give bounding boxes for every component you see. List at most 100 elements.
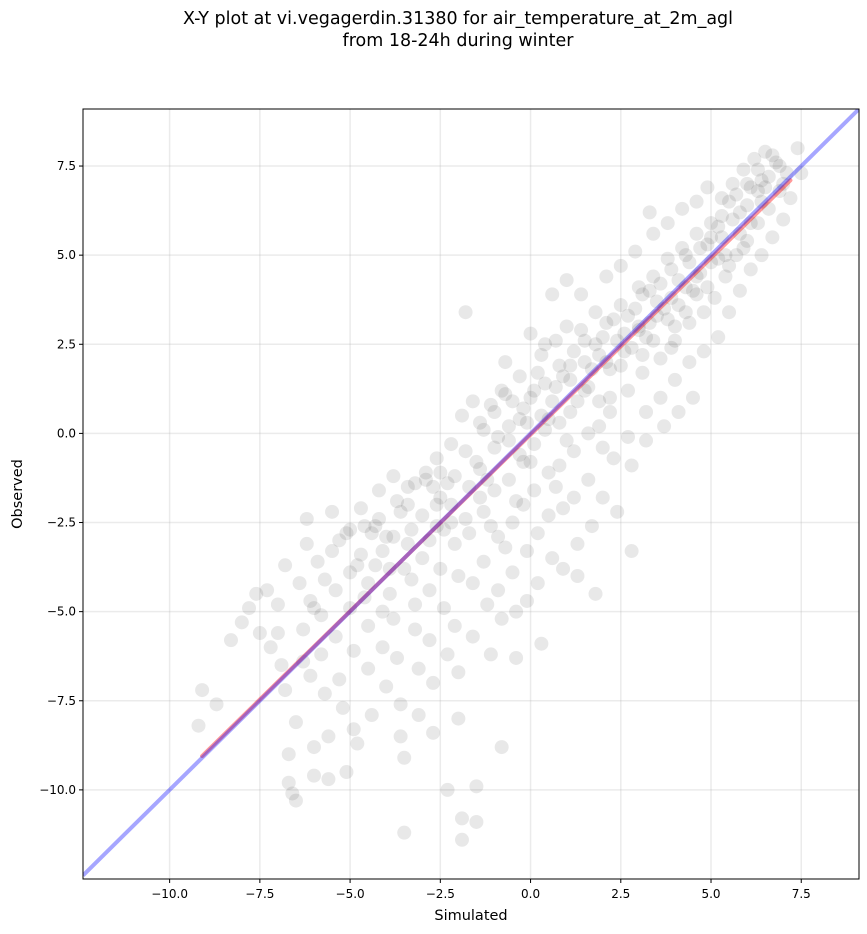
data-point [776, 176, 791, 191]
data-point [653, 351, 668, 366]
data-point [350, 558, 365, 573]
data-point [436, 601, 451, 616]
data-point [469, 779, 484, 794]
data-point [595, 440, 610, 455]
data-point [429, 451, 444, 466]
data-point [444, 497, 459, 512]
y-tick-label: 0.0 [57, 426, 76, 440]
data-point [501, 419, 516, 434]
data-point [527, 383, 542, 398]
data-point [693, 265, 708, 280]
data-point [606, 451, 621, 466]
data-point [714, 208, 729, 223]
data-point [700, 180, 715, 195]
data-point [725, 212, 740, 227]
data-point [556, 501, 571, 516]
data-point [263, 640, 278, 655]
data-point [498, 540, 513, 555]
data-point [368, 558, 383, 573]
data-point [382, 586, 397, 601]
data-point [574, 323, 589, 338]
data-point [729, 187, 744, 202]
data-point [274, 658, 289, 673]
data-point [592, 419, 607, 434]
data-point [664, 262, 679, 277]
data-point [642, 205, 657, 220]
data-point [346, 643, 361, 658]
data-point [415, 551, 430, 566]
data-point [332, 672, 347, 687]
data-point [584, 362, 599, 377]
data-point [404, 522, 419, 537]
y-tick-label: 2.5 [57, 337, 76, 351]
x-axis-ticks: −10.0 −7.5 −5.0 −2.5 0.0 2.5 5.0 7.5 [151, 879, 811, 901]
y-tick-label: 7.5 [57, 159, 76, 173]
data-point [310, 554, 325, 569]
data-point [429, 519, 444, 534]
data-point [487, 483, 502, 498]
data-point [451, 665, 466, 680]
data-point [281, 747, 296, 762]
data-point [285, 786, 300, 801]
data-point [689, 269, 704, 284]
data-point [454, 408, 469, 423]
data-point [462, 526, 477, 541]
data-point [451, 568, 466, 583]
data-point [707, 290, 722, 305]
data-point [473, 415, 488, 430]
data-point [534, 408, 549, 423]
data-point [408, 622, 423, 637]
data-point [693, 241, 708, 256]
data-point [444, 437, 459, 452]
data-point [563, 358, 578, 373]
data-point [765, 148, 780, 163]
data-point [743, 180, 758, 195]
data-point [483, 647, 498, 662]
data-point [465, 629, 480, 644]
data-point [649, 294, 664, 309]
data-point [541, 412, 556, 427]
data-point [454, 832, 469, 847]
data-point [296, 654, 311, 669]
data-point [678, 280, 693, 295]
data-point [747, 151, 762, 166]
data-point [350, 736, 365, 751]
data-point [537, 337, 552, 352]
data-point [743, 262, 758, 277]
x-tick-label: 5.0 [701, 887, 720, 901]
data-point [613, 258, 628, 273]
data-point [765, 230, 780, 245]
data-point [606, 312, 621, 327]
data-point [750, 216, 765, 231]
data-point [545, 287, 560, 302]
data-point [411, 708, 426, 723]
data-point [527, 483, 542, 498]
data-point [646, 333, 661, 348]
data-point [375, 640, 390, 655]
data-point [512, 447, 527, 462]
data-point [628, 301, 643, 316]
data-point [628, 244, 643, 259]
data-point [429, 497, 444, 512]
data-point [581, 380, 596, 395]
data-point [314, 647, 329, 662]
data-point [325, 504, 340, 519]
data-point [602, 405, 617, 420]
data-point [440, 782, 455, 797]
data-point [476, 422, 491, 437]
data-point [754, 173, 769, 188]
y-tick-label: −10.0 [39, 783, 76, 797]
data-point [317, 572, 332, 587]
x-axis-label: Simulated [434, 908, 507, 924]
data-point [689, 287, 704, 302]
data-point [577, 333, 592, 348]
data-point [740, 198, 755, 213]
data-point [574, 287, 589, 302]
identity-line [83, 109, 859, 877]
data-point [483, 519, 498, 534]
data-point [328, 629, 343, 644]
y-tick-label: −2.5 [47, 516, 76, 530]
data-point [400, 479, 415, 494]
x-tick-label: 2.5 [611, 887, 630, 901]
data-point [422, 633, 437, 648]
